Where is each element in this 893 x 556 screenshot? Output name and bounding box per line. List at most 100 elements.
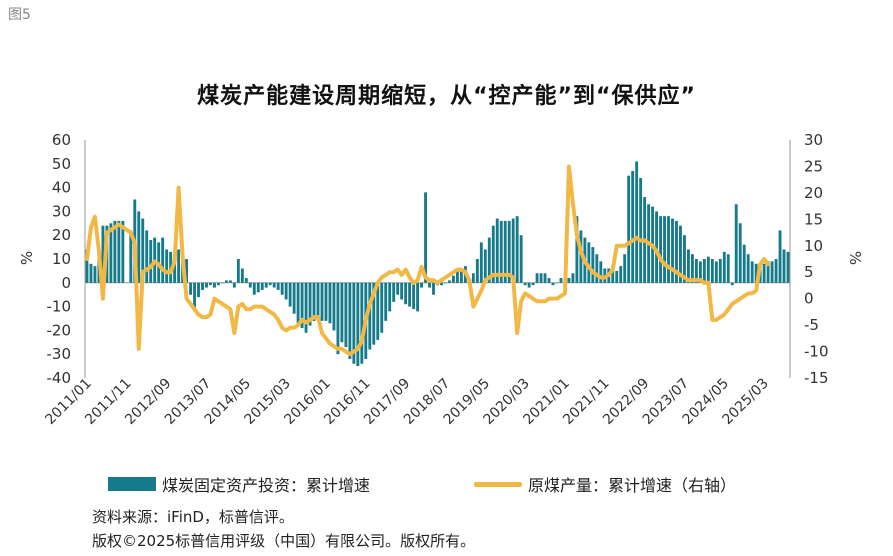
bar-series: [85, 161, 790, 367]
investment-bar: [268, 282, 272, 286]
investment-bar: [535, 273, 539, 283]
investment-bar: [619, 266, 623, 283]
chart-title: 煤炭产能建设周期缩短，从“控产能”到“保供应”: [197, 84, 696, 109]
investment-bar: [631, 170, 635, 283]
investment-bar: [101, 225, 105, 283]
investment-bar: [440, 282, 443, 286]
investment-bar: [384, 282, 388, 321]
investment-bar: [89, 263, 93, 283]
legend: 煤炭固定资产投资：累计增速 原煤产量：累计增速（右轴）: [0, 472, 893, 496]
left-tick-label: 30: [52, 202, 71, 220]
investment-bar: [336, 282, 340, 355]
investment-bar: [400, 282, 404, 300]
investment-bar: [256, 282, 260, 293]
investment-bar: [189, 282, 192, 295]
investment-bar: [388, 282, 392, 312]
left-tick-label: -40: [47, 369, 72, 387]
investment-bar: [702, 259, 706, 283]
investment-bar: [452, 275, 455, 283]
investment-bar: [360, 282, 364, 364]
investment-bar: [280, 282, 284, 295]
investment-bar: [659, 216, 662, 283]
investment-bar: [479, 242, 483, 283]
investment-bar: [193, 282, 196, 312]
investment-bar: [527, 282, 531, 288]
investment-bar: [543, 273, 547, 283]
investment-bar: [519, 235, 523, 283]
investment-bar: [475, 259, 479, 283]
investment-bar: [220, 282, 224, 284]
left-axis-unit-label: %: [18, 251, 36, 265]
figure-label: 图5: [8, 7, 31, 23]
investment-bar: [312, 282, 316, 321]
investment-bar: [368, 282, 372, 350]
left-tick-label: -20: [47, 321, 72, 339]
investment-bar: [444, 282, 447, 284]
investment-bar: [236, 259, 240, 283]
investment-bar: [571, 273, 575, 283]
investment-bar: [420, 282, 423, 288]
investment-bar: [483, 249, 487, 283]
investment-bar: [499, 220, 503, 283]
left-y-axis: 60 50 40 30 20 10 0 -10 -20 -30 -40: [47, 131, 72, 387]
investment-bar: [706, 256, 710, 283]
investment-bar: [276, 282, 280, 290]
investment-bar: [615, 270, 619, 283]
investment-bar: [344, 282, 348, 348]
investment-bar: [324, 282, 328, 321]
left-tick-label: 0: [61, 274, 71, 292]
investment-bar: [770, 261, 774, 283]
investment-bar: [766, 261, 770, 283]
investment-bar: [252, 282, 256, 295]
right-tick-label: 25: [804, 157, 823, 175]
investment-bar: [428, 282, 431, 288]
investment-bar: [547, 278, 551, 283]
investment-bar: [762, 263, 766, 283]
investment-bar: [778, 230, 782, 283]
investment-bar: [595, 254, 599, 283]
investment-bar: [635, 161, 639, 283]
right-tick-label: 10: [804, 237, 823, 255]
investment-bar: [284, 282, 288, 300]
right-tick-label: -10: [804, 343, 829, 361]
investment-bar: [129, 230, 133, 283]
investment-bar: [567, 278, 571, 283]
investment-bar: [459, 270, 463, 283]
investment-bar: [380, 282, 384, 333]
investment-bar: [264, 282, 268, 288]
legend-line-swatch: [474, 481, 522, 487]
investment-bar: [248, 282, 252, 288]
investment-bar: [531, 282, 535, 286]
investment-bar: [396, 282, 400, 295]
legend-bar-swatch: [108, 477, 156, 491]
investment-bar: [209, 282, 212, 286]
investment-bar: [611, 266, 615, 283]
investment-bar: [690, 254, 694, 283]
investment-bar: [213, 282, 216, 288]
investment-bar: [710, 259, 714, 283]
investment-bar: [627, 175, 631, 283]
investment-bar: [232, 282, 236, 288]
investment-bar: [416, 282, 420, 312]
investment-bar: [754, 263, 758, 283]
investment-bar: [217, 282, 220, 286]
investment-bar: [173, 254, 177, 283]
investment-bar: [340, 282, 344, 343]
investment-bar: [185, 259, 188, 283]
investment-bar: [667, 216, 670, 283]
source-note: 资料来源：iFinD，标普信评。: [92, 508, 294, 526]
investment-bar: [503, 220, 507, 283]
investment-bar: [197, 282, 200, 298]
investment-bar: [782, 249, 786, 283]
investment-bar: [698, 261, 702, 283]
left-tick-label: 60: [52, 131, 71, 149]
investment-bar: [332, 282, 336, 331]
right-tick-label: 5: [804, 263, 814, 281]
investment-bar: [300, 282, 304, 329]
investment-bar: [551, 282, 555, 286]
investment-bar: [137, 211, 141, 283]
investment-bar: [471, 273, 475, 283]
left-tick-label: 40: [52, 179, 71, 197]
investment-bar: [141, 218, 145, 283]
